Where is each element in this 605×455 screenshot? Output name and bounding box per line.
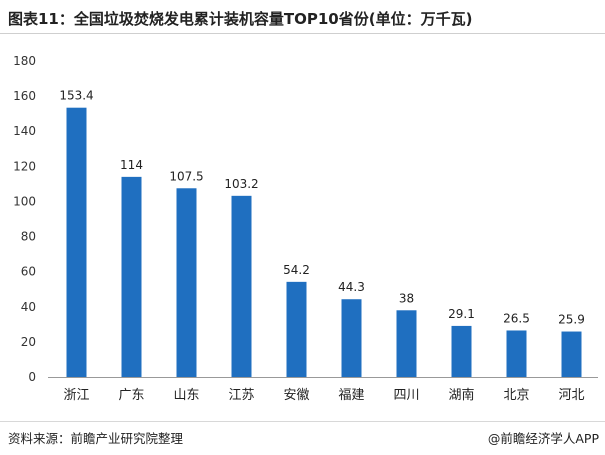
- y-tick-label: 100: [13, 194, 36, 208]
- x-tick-label: 安徽: [283, 388, 309, 403]
- bar: [176, 188, 197, 377]
- y-tick-label: 60: [21, 265, 36, 279]
- x-tick-label: 广东: [118, 388, 144, 403]
- data-label: 44.3: [338, 280, 365, 294]
- data-label: 38: [399, 291, 414, 305]
- y-tick-label: 20: [21, 335, 36, 349]
- bar: [341, 299, 362, 377]
- y-tick-label: 140: [13, 124, 36, 138]
- data-label: 107.5: [169, 169, 203, 183]
- bars: [66, 107, 582, 377]
- y-tick-label: 0: [28, 370, 36, 384]
- data-labels: 153.4 114 107.5 103.2 54.2 44.3 38 29.1 26.5 25.9: [59, 89, 585, 327]
- source-note: 资料来源：前瞻产业研究院整理: [8, 431, 184, 446]
- bar: [396, 310, 417, 377]
- data-label: 25.9: [558, 313, 585, 327]
- data-label: 29.1: [448, 307, 475, 321]
- x-tick-label: 福建: [338, 388, 364, 403]
- x-tick-label: 北京: [503, 388, 529, 403]
- bar: [506, 330, 527, 377]
- data-label: 153.4: [59, 89, 93, 103]
- y-tick-label: 80: [21, 230, 36, 244]
- bar: [286, 281, 307, 377]
- bar: [561, 331, 582, 377]
- y-tick-label: 180: [13, 54, 36, 68]
- bar: [451, 325, 472, 377]
- footer-divider: [0, 421, 605, 422]
- x-tick-label: 河北: [558, 388, 584, 403]
- x-tick-label: 山东: [173, 388, 199, 403]
- chart-title: 图表11：全国垃圾焚烧发电累计装机容量TOP10省份(单位：万千瓦): [8, 10, 473, 28]
- x-tick-label: 浙江: [63, 388, 89, 403]
- data-label: 54.2: [283, 263, 310, 277]
- data-label: 103.2: [224, 177, 258, 191]
- x-tick-label: 四川: [393, 388, 419, 403]
- bar: [66, 107, 87, 377]
- title-divider: [0, 33, 605, 34]
- bar: [121, 176, 142, 377]
- x-axis: 浙江 广东 山东 江苏 安徽 福建 四川 湖南 北京 河北: [63, 387, 584, 403]
- y-tick-label: 120: [13, 159, 36, 173]
- y-tick-label: 160: [13, 89, 36, 103]
- data-label: 26.5: [503, 311, 530, 325]
- y-tick-label: 40: [21, 300, 36, 314]
- y-axis: 0 20 40 60 80 100 120 140 160 180: [13, 54, 36, 384]
- bar: [231, 195, 252, 377]
- brand-credit: @前瞻经济学人APP: [487, 431, 599, 446]
- data-label: 114: [120, 158, 143, 172]
- x-tick-label: 湖南: [448, 387, 474, 403]
- x-tick-label: 江苏: [228, 387, 254, 403]
- bar-chart: 0 20 40 60 80 100 120 140 160 180 153.4 114 107.5 10…: [13, 54, 598, 403]
